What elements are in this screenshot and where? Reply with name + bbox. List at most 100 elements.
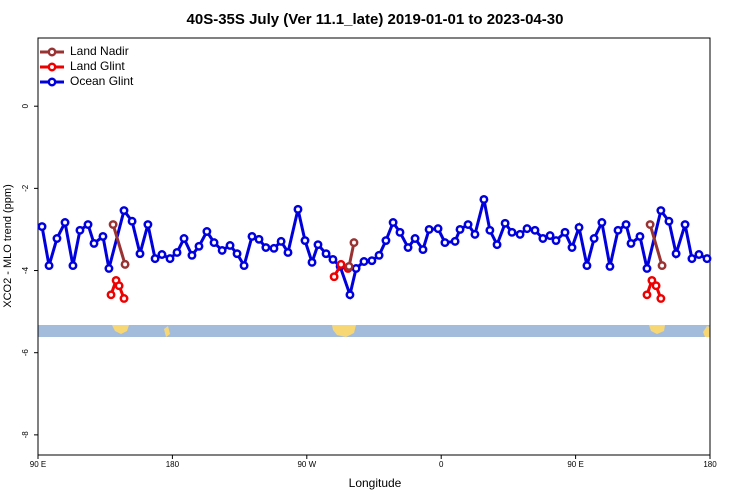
point	[567, 243, 577, 252]
point	[239, 261, 249, 271]
point	[626, 238, 636, 248]
point	[359, 257, 369, 266]
y-tick-label: -8	[21, 431, 30, 439]
point	[261, 243, 271, 252]
point	[522, 224, 532, 234]
point	[664, 216, 674, 226]
point	[424, 225, 434, 234]
point	[283, 248, 293, 257]
point	[374, 250, 384, 260]
point	[485, 225, 495, 235]
x-tick-label: 180	[166, 460, 180, 469]
point	[329, 272, 339, 282]
point	[165, 254, 175, 264]
point	[395, 227, 405, 237]
point	[538, 234, 548, 243]
point	[651, 281, 661, 291]
point	[551, 236, 561, 245]
point	[98, 231, 108, 241]
point	[269, 243, 279, 253]
x-tick-label: 90 E	[30, 460, 46, 469]
plot-frame	[37, 37, 711, 456]
point	[694, 250, 704, 259]
point	[60, 218, 70, 227]
point	[470, 229, 480, 239]
point	[157, 250, 167, 259]
point	[83, 220, 93, 229]
point	[217, 245, 227, 255]
point	[656, 206, 666, 216]
point	[321, 249, 331, 259]
point	[687, 254, 697, 264]
point	[187, 250, 197, 260]
series-line	[40, 199, 708, 301]
series-line	[109, 262, 663, 300]
point	[702, 254, 712, 264]
point	[307, 257, 317, 267]
point	[574, 222, 584, 232]
land-blob	[649, 325, 665, 334]
point	[388, 218, 398, 227]
land-blob	[164, 326, 170, 337]
point	[75, 225, 85, 235]
point	[328, 254, 338, 264]
point	[232, 249, 242, 259]
point	[545, 231, 555, 241]
point	[635, 231, 645, 241]
x-tick-label: 0	[439, 460, 444, 469]
point	[172, 248, 182, 257]
point	[582, 261, 592, 271]
point	[150, 254, 160, 264]
point	[455, 225, 465, 234]
point	[143, 220, 153, 229]
legend-marker	[47, 62, 57, 72]
ocean-band	[38, 325, 710, 337]
land-blob	[112, 325, 129, 334]
point	[119, 294, 129, 303]
point	[120, 259, 130, 269]
point	[403, 243, 413, 252]
point	[300, 236, 310, 245]
x-tick-label: 90 E	[567, 460, 583, 469]
legend-label: Ocean Glint	[70, 74, 134, 88]
point	[349, 238, 359, 248]
point	[336, 259, 346, 269]
point	[179, 234, 189, 243]
point	[597, 218, 607, 227]
land-mask	[38, 325, 710, 337]
point	[500, 218, 510, 228]
y-tick-label: -2	[21, 184, 30, 192]
y-tick-label: -6	[21, 349, 30, 357]
chart-title: 40S-35S July (Ver 11.1_late) 2019-01-01 …	[187, 11, 564, 28]
point	[680, 220, 690, 229]
point	[345, 290, 355, 300]
point	[344, 261, 354, 271]
point	[589, 234, 599, 243]
point	[560, 227, 570, 237]
point	[114, 281, 124, 291]
legend-label: Land Nadir	[70, 44, 129, 58]
point	[106, 290, 116, 300]
point	[530, 225, 540, 235]
point	[209, 238, 219, 248]
point	[645, 220, 655, 229]
point	[605, 261, 615, 271]
point	[381, 236, 391, 245]
y-axis-label: XCO2 - MLO trend (ppm)	[2, 184, 14, 307]
point	[450, 236, 460, 246]
point	[194, 241, 204, 251]
point	[202, 227, 212, 236]
point	[127, 216, 137, 226]
x-tick-label: 90 W	[297, 460, 316, 469]
point	[613, 225, 623, 235]
point	[657, 261, 667, 271]
point	[254, 234, 264, 244]
land-blob	[332, 325, 356, 337]
x-axis-label: Longitude	[349, 476, 402, 490]
point	[89, 238, 99, 248]
point	[492, 240, 502, 250]
point	[119, 206, 129, 216]
